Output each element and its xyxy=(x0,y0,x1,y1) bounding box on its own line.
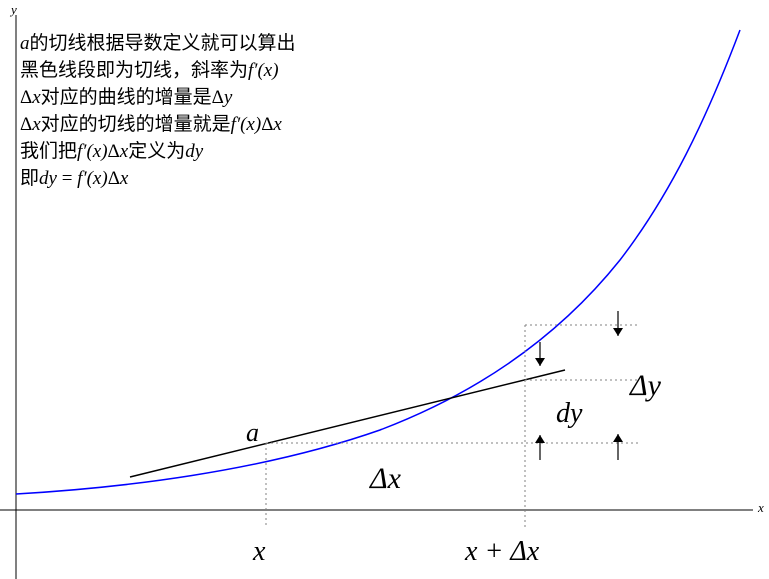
arrow-dy-bot xyxy=(535,435,545,460)
arrow-Dy-bot xyxy=(613,434,623,460)
tangent-line xyxy=(130,370,565,477)
function-curve xyxy=(16,30,740,494)
arrow-Dy-top xyxy=(613,311,623,336)
diagram-svg xyxy=(0,0,769,579)
arrow-dy-top xyxy=(535,342,545,366)
